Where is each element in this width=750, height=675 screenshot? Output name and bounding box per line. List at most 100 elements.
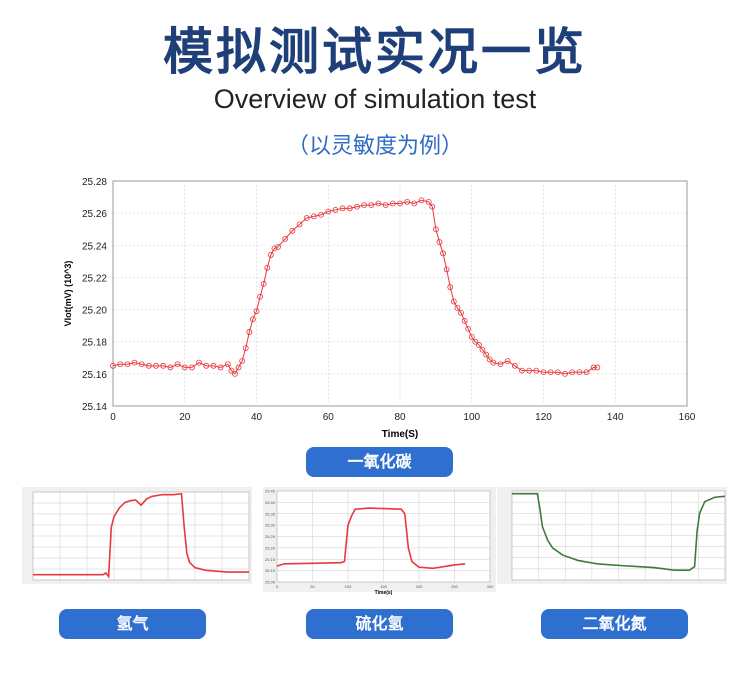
page-title: 模拟测试实况一览 [163,23,587,81]
data-point [271,245,278,252]
data-point [153,362,159,369]
x-tick-label: 40 [251,412,263,423]
x-tick-label: 100 [345,584,352,589]
page-subtitle: Overview of simulation test [213,84,537,114]
x-tick-label: 20 [179,412,191,423]
data-point [246,329,253,335]
data-point [590,364,597,371]
data-point [472,338,479,345]
data-point [411,200,418,207]
data-point [547,369,554,376]
y-tick-label: 25.16 [82,370,107,381]
y-tick-label: 25.25 [265,534,276,539]
data-point [519,367,525,374]
data-point [397,200,403,207]
data-point [210,362,217,369]
data-point [264,264,271,271]
data-point [554,369,561,376]
x-tick-label: 0 [276,584,279,589]
data-point [479,346,486,353]
data-point [594,364,601,371]
data-point [583,369,590,376]
data-point [511,362,518,369]
no2-sensitivity-chart [497,487,727,584]
data-point [318,211,324,218]
y-tick-label: 25.14 [82,402,107,413]
data-point [425,198,432,205]
data-point [253,308,260,315]
data-point [145,362,152,369]
data-point [361,202,368,209]
data-point [325,208,332,215]
data-point [458,309,464,316]
h2s-label-button[interactable]: 硫化氢 [306,609,453,639]
data-point [124,361,131,368]
data-point [217,364,224,371]
series-line [33,492,249,579]
y-tick-label: 25.35 [265,511,276,516]
series-line [512,492,726,572]
data-point [440,250,446,257]
data-point [339,205,346,212]
h2-label-button[interactable]: 氢气 [59,609,206,639]
y-tick-label: 25.18 [82,338,107,349]
data-point [497,361,504,368]
co-sensitivity-chart: 0 20 40 60 80 100 120 140 160 25.14 25.16 25.18 25.2… [63,177,696,440]
data-point [436,239,443,245]
y-tick-label: 25.28 [82,177,107,188]
data-point [282,235,289,242]
x-tick-label: 200 [416,584,423,589]
x-tick-label: 60 [323,412,335,423]
data-point [138,361,145,368]
x-tick-label: 250 [451,584,458,589]
data-point [296,221,303,228]
data-point [389,200,396,207]
data-point [461,317,468,324]
data-point [232,370,238,377]
x-tick-label: 0 [110,412,116,423]
data-point [235,364,242,371]
data-point [443,266,450,273]
data-point [368,202,375,209]
data-point [375,200,382,207]
data-point [303,215,310,221]
y-tick-label: 25.20 [265,545,276,550]
y-tick-label: 25.10 [265,568,276,573]
y-tick-label: 25.15 [265,557,276,562]
y-tick-label: 25.20 [82,306,107,317]
no2-label-button[interactable]: 二氧化氮 [541,609,688,639]
x-axis-label: Time(S) [382,429,419,440]
data-point [110,362,116,369]
data-point [167,364,174,371]
data-point [533,367,540,374]
y-tick-label: 25.45 [265,489,276,494]
data-point [239,358,246,364]
x-tick-label: 100 [463,412,480,423]
data-point [569,369,576,376]
data-point [196,359,203,366]
y-tick-label: 25.05 [265,580,276,585]
data-point [242,345,249,352]
data-point [224,361,231,368]
data-point [310,213,317,220]
data-point [526,367,533,374]
data-point [131,359,138,366]
y-tick-label: 25.30 [265,523,276,528]
co-label-button[interactable]: 一氧化碳 [306,447,453,477]
data-point [447,284,454,290]
data-point [454,305,461,311]
data-point [189,364,195,371]
data-point [117,361,124,368]
y-tick-label: 25.40 [265,500,276,505]
data-point [404,198,411,205]
data-point [468,333,475,340]
data-point [562,370,568,377]
data-point [332,207,339,213]
data-point [275,243,281,250]
data-point [203,362,210,369]
data-point [504,358,511,364]
x-tick-label: 80 [394,412,406,423]
data-point [250,316,256,323]
x-axis-label: Time(s) [375,590,393,596]
